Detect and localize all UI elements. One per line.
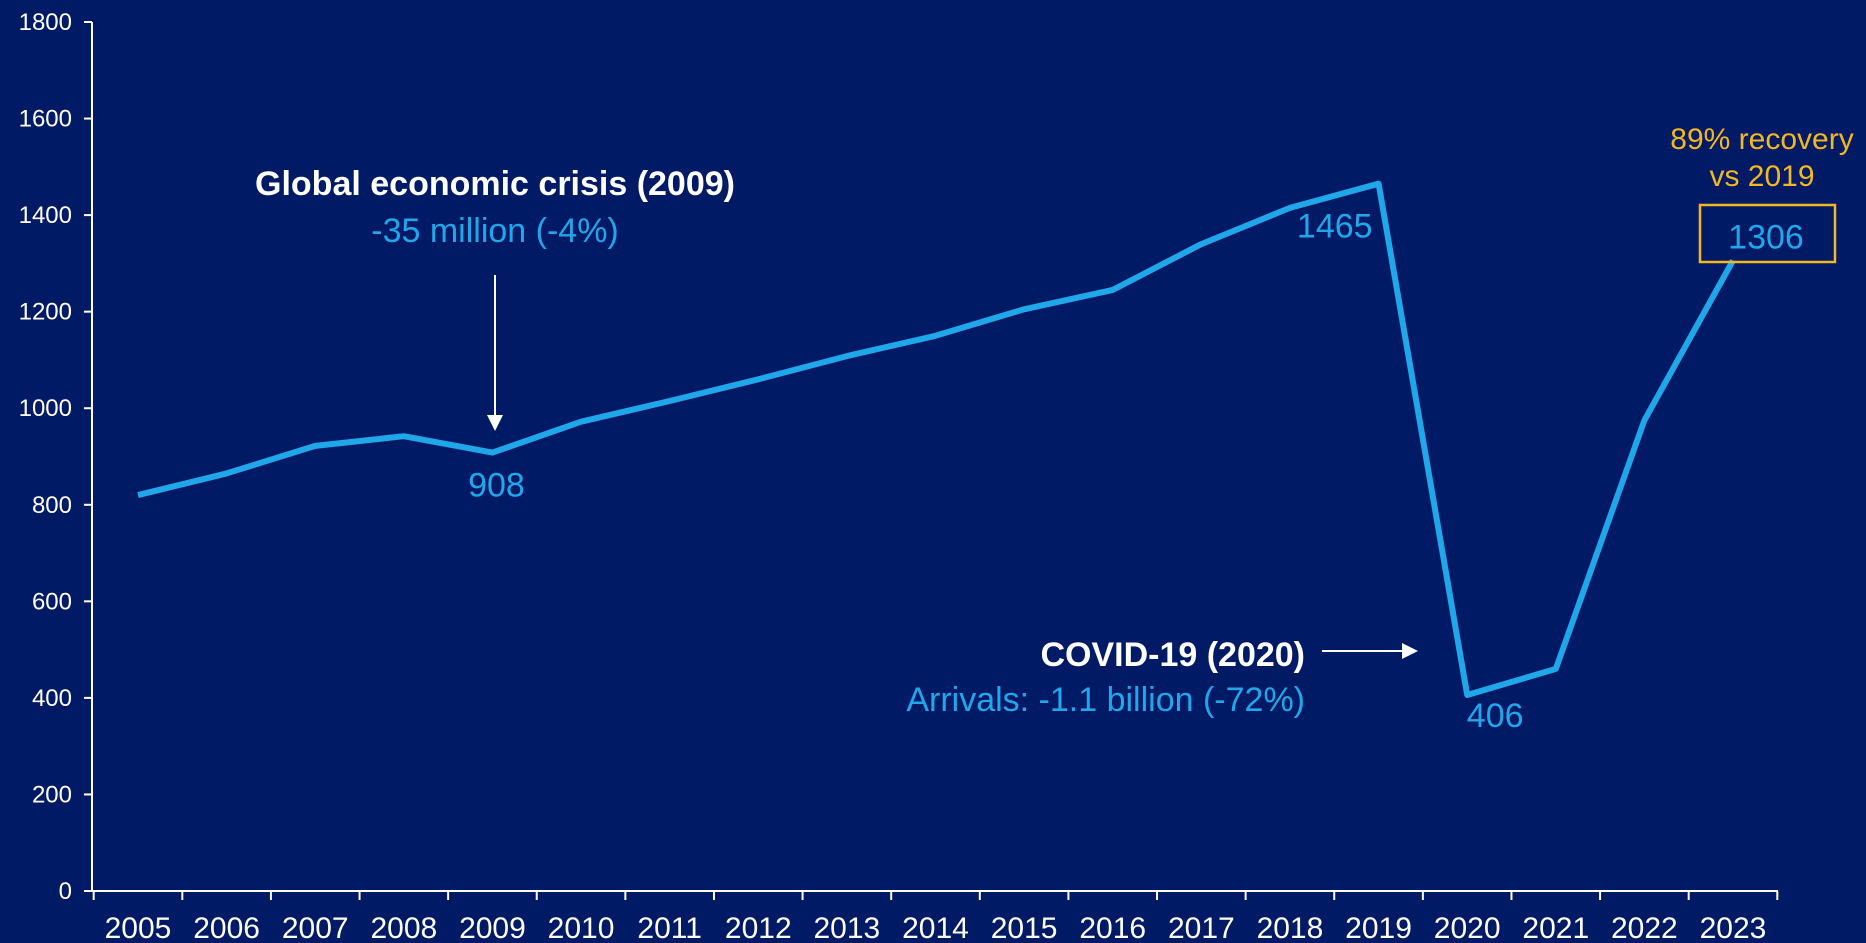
y-tick-label: 800 [32,492,72,519]
x-axis-ticks: 2005 2006 2007 2008 2009 2010 2011 2012 2013 2014… [92,891,1779,943]
recovery-annotation-line1: 89% recovery [1670,123,1853,156]
x-tick-label: 2014 [902,912,969,943]
x-tick-label: 2006 [193,912,260,943]
y-axis-ticks: 0 200 400 600 800 1000 1200 1400 1600 1800 [19,9,92,905]
x-tick-label: 2016 [1079,912,1146,943]
x-tick-label: 2005 [105,912,172,943]
x-tick-label: 2023 [1700,912,1767,943]
covid-annotation-title: COVID-19 (2020) [1040,636,1305,674]
axes [91,22,1778,892]
x-tick-label: 2015 [991,912,1058,943]
data-label-2019: 1465 [1297,208,1373,246]
x-tick-label: 2011 [637,912,702,943]
x-tick-label: 2021 [1522,912,1589,943]
x-tick-label: 2010 [548,912,615,943]
y-tick-label: 1600 [19,106,72,133]
recovery-highlight-box [1698,203,1837,264]
x-tick-label: 2017 [1168,912,1235,943]
data-label-2020: 406 [1467,697,1524,735]
y-tick-label: 1400 [19,202,72,229]
y-tick-label: 200 [32,781,72,808]
y-tick-label: 400 [32,685,72,712]
x-tick-label: 2020 [1434,912,1501,943]
data-label-2023: 1306 [1728,218,1804,256]
y-tick-label: 1800 [19,9,72,36]
data-label-2009: 908 [468,467,525,505]
x-tick-label: 2009 [459,912,526,943]
x-tick-label: 2008 [370,912,437,943]
x-tick-label: 2022 [1611,912,1678,943]
y-tick-label: 1000 [19,395,72,422]
crisis-annotation-subtitle: -35 million (-4%) [371,212,619,250]
x-tick-label: 2012 [725,912,792,943]
crisis-annotation-title: Global economic crisis (2009) [255,165,735,203]
y-tick-label: 0 [59,878,72,905]
recovery-annotation-line2: vs 2019 [1709,160,1814,193]
x-tick-label: 2007 [282,912,349,943]
data-labels: 908 1465 406 1306 [468,208,1804,735]
arrivals-line [137,180,1736,698]
crisis-arrow-icon [487,275,503,431]
y-tick-label: 600 [32,588,72,615]
y-tick-label: 1200 [19,299,72,326]
covid-annotation-subtitle: Arrivals: -1.1 billion (-72%) [906,681,1305,719]
x-tick-label: 2018 [1257,912,1324,943]
x-tick-label: 2019 [1345,912,1412,943]
covid-arrow-icon [1322,643,1418,659]
x-tick-label: 2013 [814,912,881,943]
